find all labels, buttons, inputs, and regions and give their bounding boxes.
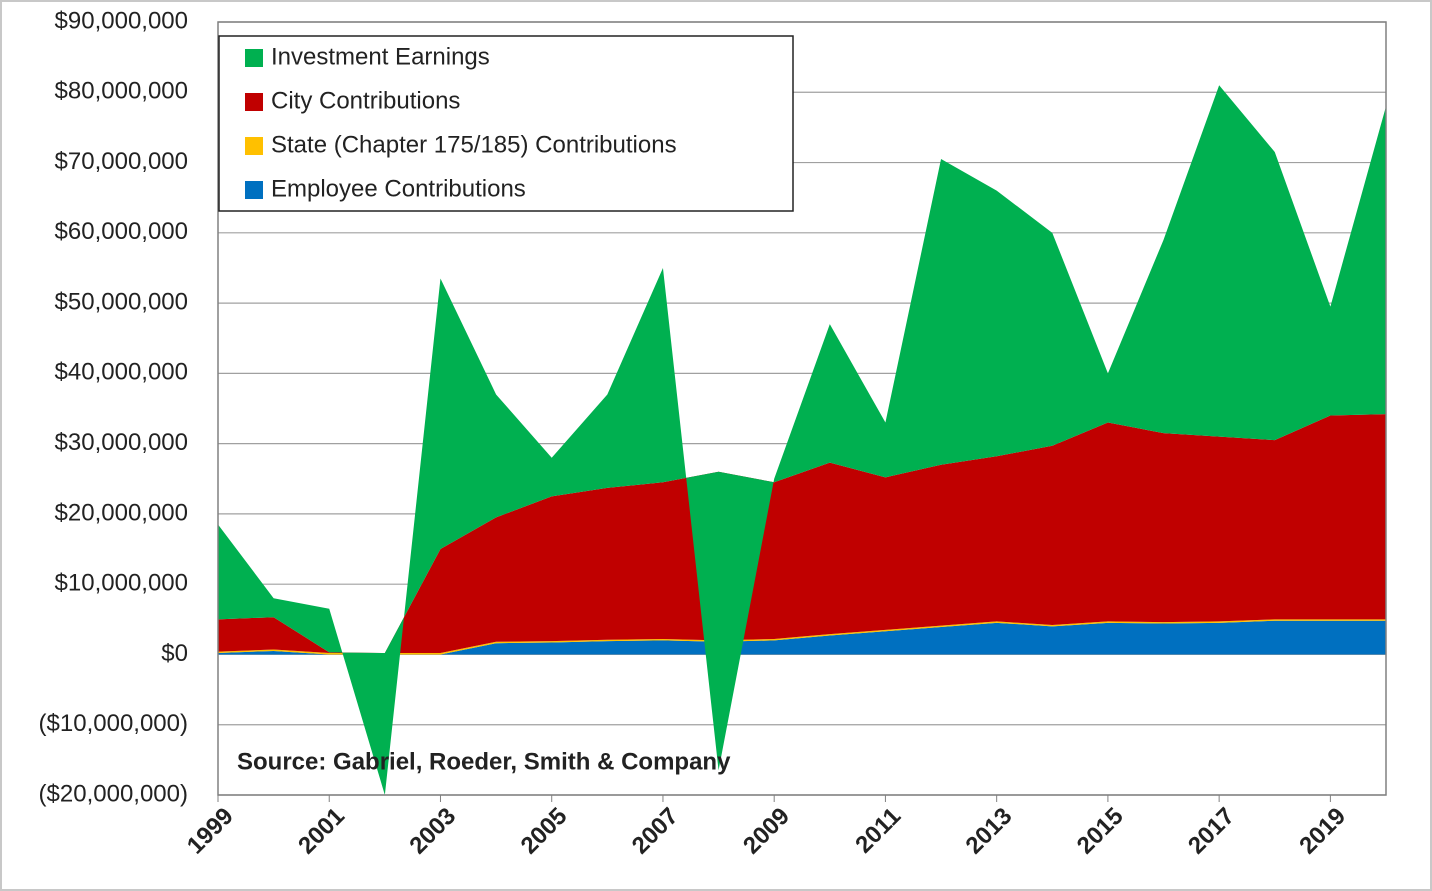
y-tick-label: $20,000,000 [55,499,188,526]
y-tick-label: $90,000,000 [55,7,188,34]
legend: Investment Earnings City Contributions Sta… [218,35,794,212]
area [218,414,1386,654]
y-tick-label: $60,000,000 [55,218,188,245]
y-tick-label: ($10,000,000) [39,710,188,737]
y-tick-label: $30,000,000 [55,429,188,456]
legend-label: City Contributions [271,87,460,114]
y-tick-label: $0 [161,640,188,667]
legend-box [218,35,794,212]
area [218,619,1386,655]
legend-label: State (Chapter 175/185) Contributions [271,131,677,158]
legend-label: Investment Earnings [271,43,490,70]
legend-label: Employee Contributions [271,175,526,202]
area [218,620,1386,655]
plot-border [217,21,1387,796]
y-tick-label: $80,000,000 [55,78,188,105]
area [218,85,1386,795]
y-tick-label: $10,000,000 [55,570,188,597]
annotation: Source: Gabriel, Roeder, Smith & Company [237,748,731,775]
legend-swatch [245,137,263,155]
legend-swatch [245,181,263,199]
y-tick-label: $50,000,000 [55,288,188,315]
y-tick-label: $40,000,000 [55,359,188,386]
legend-swatch [245,93,263,111]
y-tick-label: $70,000,000 [55,148,188,175]
y-tick-label: ($20,000,000) [39,780,188,807]
legend-swatch [245,49,263,67]
